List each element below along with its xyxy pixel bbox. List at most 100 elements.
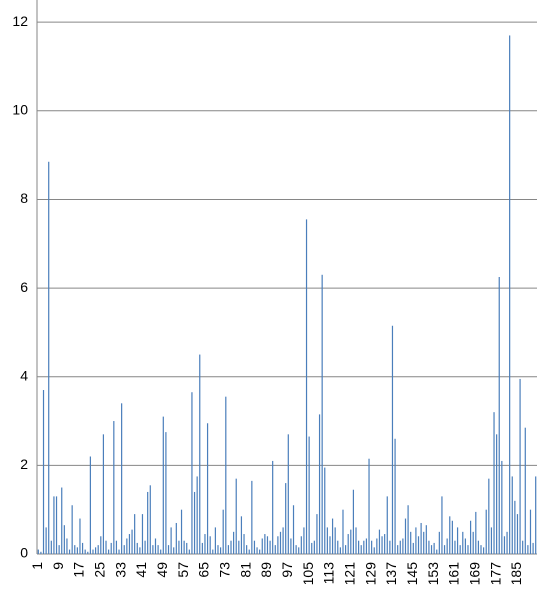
bar bbox=[272, 460, 274, 554]
bar bbox=[48, 161, 50, 554]
bar bbox=[79, 518, 81, 554]
bar bbox=[113, 421, 115, 554]
bar bbox=[256, 547, 258, 554]
bar bbox=[514, 500, 516, 554]
bar bbox=[433, 542, 435, 554]
x-tick-label: 65 bbox=[196, 562, 212, 578]
bar bbox=[428, 540, 430, 554]
bar bbox=[365, 538, 368, 554]
bar bbox=[384, 534, 386, 554]
bar bbox=[342, 509, 344, 554]
bar bbox=[58, 545, 60, 554]
x-tick-label: 153 bbox=[425, 562, 441, 586]
bar bbox=[321, 274, 323, 554]
bar bbox=[134, 514, 136, 554]
bar bbox=[199, 354, 201, 554]
bar bbox=[350, 529, 352, 554]
bar bbox=[339, 547, 341, 554]
x-tick-label: 129 bbox=[362, 562, 378, 586]
bar bbox=[522, 540, 524, 554]
bar bbox=[92, 549, 94, 554]
bar bbox=[61, 487, 63, 554]
bar bbox=[420, 522, 422, 554]
y-tick-label: 0 bbox=[20, 545, 28, 561]
bar bbox=[209, 536, 211, 554]
bar bbox=[230, 540, 232, 554]
x-tick-label: 137 bbox=[383, 562, 399, 586]
bar bbox=[469, 520, 472, 554]
bar bbox=[410, 531, 412, 554]
bar bbox=[501, 460, 503, 554]
bar bbox=[186, 542, 188, 554]
bar bbox=[235, 478, 237, 554]
bar bbox=[277, 536, 279, 554]
bar bbox=[269, 540, 271, 554]
bar bbox=[108, 549, 110, 554]
bar bbox=[524, 427, 526, 554]
y-tick-label: 10 bbox=[12, 102, 28, 118]
bar bbox=[456, 527, 459, 554]
bar bbox=[386, 496, 388, 554]
bar bbox=[126, 538, 128, 554]
x-tick-label: 113 bbox=[321, 562, 337, 585]
bar bbox=[71, 505, 73, 554]
bar bbox=[121, 403, 123, 554]
bar bbox=[233, 531, 235, 554]
bar bbox=[279, 531, 282, 554]
bar bbox=[154, 538, 157, 554]
bar bbox=[183, 540, 185, 554]
bar bbox=[305, 219, 308, 554]
bar bbox=[352, 489, 355, 554]
bar bbox=[175, 522, 177, 554]
bar bbox=[102, 434, 105, 554]
x-tick-label: 73 bbox=[217, 562, 233, 578]
bar bbox=[329, 536, 331, 554]
x-tick-label: 25 bbox=[92, 562, 108, 578]
x-tick-label: 33 bbox=[112, 562, 128, 578]
bar bbox=[417, 536, 420, 554]
bar bbox=[217, 545, 219, 554]
bar bbox=[214, 527, 216, 554]
bar bbox=[404, 518, 407, 554]
bar bbox=[509, 35, 511, 555]
bar bbox=[45, 527, 47, 554]
y-tick-label: 12 bbox=[12, 13, 28, 29]
bar bbox=[397, 545, 399, 554]
bar bbox=[248, 549, 250, 554]
bar bbox=[527, 545, 529, 554]
bar bbox=[511, 476, 513, 554]
bar bbox=[165, 432, 167, 554]
bar bbox=[462, 531, 464, 554]
bar bbox=[227, 545, 230, 554]
bar bbox=[287, 434, 289, 554]
bar bbox=[264, 534, 266, 554]
bar bbox=[100, 536, 102, 554]
y-tick-label: 4 bbox=[20, 367, 28, 383]
x-tick-label: 105 bbox=[300, 562, 316, 586]
bar bbox=[149, 485, 151, 554]
bar bbox=[446, 538, 448, 554]
bar bbox=[438, 531, 440, 554]
bar bbox=[331, 518, 334, 554]
bar bbox=[55, 496, 58, 554]
bar bbox=[378, 529, 381, 554]
bar bbox=[191, 392, 193, 554]
bar bbox=[204, 534, 206, 554]
bar bbox=[243, 534, 245, 554]
bar bbox=[147, 491, 149, 554]
bar bbox=[430, 545, 433, 554]
x-tick-label: 49 bbox=[154, 562, 170, 578]
bar bbox=[412, 542, 414, 554]
bar bbox=[290, 538, 292, 554]
bar bbox=[363, 540, 365, 554]
bar bbox=[188, 549, 190, 554]
x-tick-label: 41 bbox=[133, 562, 149, 578]
x-tick-label: 121 bbox=[342, 562, 358, 586]
bar bbox=[506, 531, 508, 554]
bar bbox=[394, 438, 396, 554]
bar bbox=[454, 540, 456, 554]
bar bbox=[285, 483, 287, 554]
bar bbox=[529, 509, 532, 554]
x-tick-label: 185 bbox=[508, 562, 524, 586]
x-tick-label: 57 bbox=[175, 562, 191, 578]
